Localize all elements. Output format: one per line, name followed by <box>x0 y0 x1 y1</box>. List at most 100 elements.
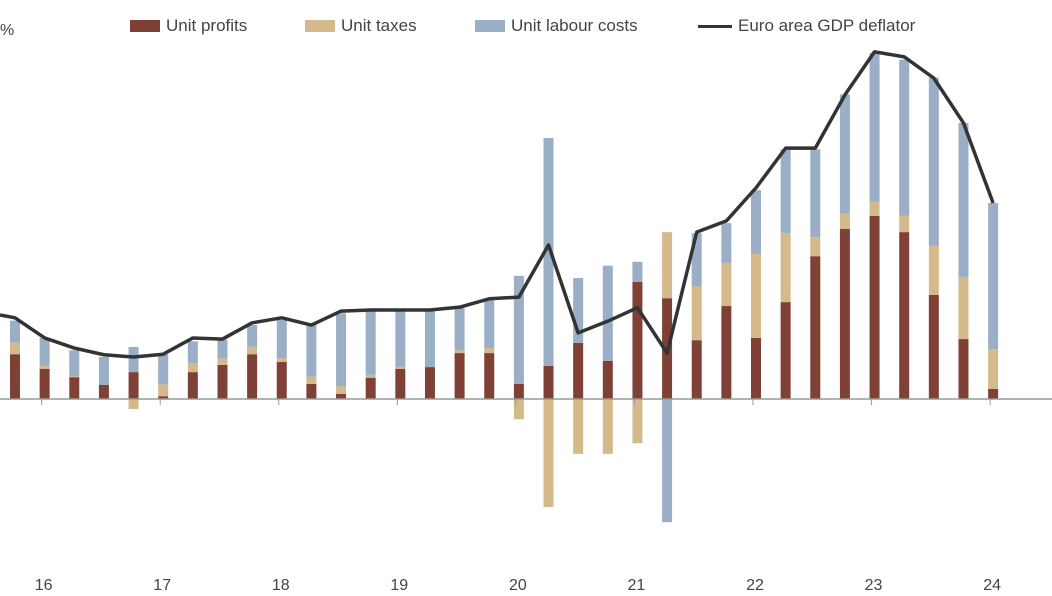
legend-item-unit-labour-costs: Unit labour costs <box>475 16 638 36</box>
bar-unit-profits-2017Q3 <box>217 364 228 399</box>
legend-label: Unit taxes <box>341 16 417 35</box>
x-tick-label: 16 <box>35 577 53 594</box>
bar-unit-taxes-2017Q4 <box>247 346 258 355</box>
bar-unit-profits-2020Q1 <box>513 383 524 399</box>
bar-unit-taxes-2022Q2 <box>780 233 791 303</box>
bar-unit-profits-2022Q4 <box>839 228 850 399</box>
bar-unit-profits-2019Q4 <box>484 353 495 399</box>
bar-unit-taxes-2017Q2 <box>187 363 198 373</box>
legend-item-unit-taxes: Unit taxes <box>305 16 417 36</box>
bar-unit-profits-2022Q2 <box>780 302 791 399</box>
bars-layer <box>10 52 999 523</box>
legend-label: Unit profits <box>166 16 248 35</box>
bar-unit-labour-costs-2021Q4 <box>721 223 732 263</box>
bar-unit-taxes-2020Q3 <box>573 399 584 454</box>
legend-item-unit-profits: Unit profits <box>130 16 247 36</box>
bar-unit-taxes-2023Q2 <box>899 215 910 233</box>
bar-unit-profits-2023Q3 <box>928 294 939 399</box>
bar-unit-profits-2023Q4 <box>958 339 969 399</box>
bar-unit-taxes-2020Q2 <box>543 399 554 508</box>
bar-unit-taxes-2023Q4 <box>958 276 969 340</box>
legend-swatch-unit-profits <box>130 20 160 32</box>
bar-unit-taxes-2016Q1 <box>39 365 50 369</box>
bar-unit-labour-costs-2016Q1 <box>39 337 50 366</box>
bar-unit-labour-costs-2017Q4 <box>247 325 258 347</box>
bar-unit-profits-2015Q4 <box>10 354 20 399</box>
bar-unit-labour-costs-2022Q1 <box>751 190 761 254</box>
bar-unit-labour-costs-2023Q1 <box>869 52 880 202</box>
bar-unit-profits-2016Q3 <box>98 385 109 399</box>
bar-unit-labour-costs-2018Q1 <box>276 320 287 359</box>
bar-unit-labour-costs-2023Q2 <box>899 59 910 216</box>
x-tick-label: 23 <box>865 577 883 594</box>
bar-unit-profits-2020Q4 <box>602 360 613 399</box>
bar-unit-taxes-2017Q1 <box>158 384 169 397</box>
bar-unit-taxes-2023Q3 <box>928 245 939 295</box>
bar-unit-profits-2016Q4 <box>128 372 139 399</box>
bar-unit-profits-2023Q1 <box>869 215 880 399</box>
legend-swatch-unit-labour-costs <box>475 20 505 32</box>
line-gdp-deflator <box>0 50 995 359</box>
bar-unit-taxes-2017Q3 <box>217 358 228 365</box>
bar-unit-labour-costs-2024Q1 <box>988 203 999 350</box>
y-axis-unit-label: % <box>0 22 15 39</box>
bar-unit-taxes-2015Q4 <box>10 342 20 355</box>
bar-unit-labour-costs-2016Q3 <box>98 357 109 385</box>
x-tick-label: 17 <box>153 577 171 594</box>
bar-unit-labour-costs-2016Q2 <box>69 350 80 377</box>
bar-unit-labour-costs-2018Q3 <box>336 313 347 387</box>
bar-unit-labour-costs-2020Q3 <box>573 278 584 343</box>
bar-unit-profits-2022Q3 <box>810 256 821 399</box>
bar-unit-profits-2016Q2 <box>69 377 80 399</box>
legend-item-gdp-deflator: Euro area GDP deflator <box>698 16 915 36</box>
bar-unit-taxes-2019Q1 <box>395 366 406 369</box>
bar-unit-taxes-2016Q4 <box>128 399 139 410</box>
bar-unit-profits-2016Q1 <box>39 368 50 399</box>
bar-unit-labour-costs-2017Q3 <box>217 339 228 359</box>
x-tick-label: 24 <box>983 577 1001 594</box>
bar-unit-taxes-2018Q1 <box>276 358 287 363</box>
bar-unit-labour-costs-2019Q1 <box>395 309 406 367</box>
bar-unit-taxes-2019Q4 <box>484 348 495 354</box>
x-tick-label: 22 <box>746 577 764 594</box>
bar-unit-labour-costs-2018Q2 <box>306 324 317 377</box>
bar-unit-taxes-2020Q1 <box>513 399 524 420</box>
bar-unit-labour-costs-2021Q2 <box>662 399 673 523</box>
bar-unit-taxes-2020Q4 <box>602 399 613 454</box>
bar-unit-labour-costs-2021Q3 <box>691 233 702 287</box>
bar-unit-labour-costs-2019Q2 <box>424 309 435 368</box>
bar-unit-profits-2018Q4 <box>365 377 376 399</box>
bar-unit-labour-costs-2023Q4 <box>958 122 969 277</box>
bar-unit-taxes-2021Q2 <box>662 232 673 299</box>
bar-unit-profits-2019Q1 <box>395 368 406 399</box>
line-layer <box>0 50 995 359</box>
bar-unit-taxes-2018Q3 <box>336 386 347 394</box>
bar-unit-taxes-2023Q1 <box>869 201 880 216</box>
legend-line-gdp-deflator <box>698 24 732 28</box>
bar-unit-profits-2018Q3 <box>336 393 347 399</box>
bar-unit-labour-costs-2019Q3 <box>454 307 465 351</box>
legend-swatch-unit-taxes <box>305 20 335 32</box>
bar-unit-taxes-2022Q1 <box>751 253 761 338</box>
bar-unit-taxes-2018Q4 <box>365 374 376 378</box>
bar-unit-labour-costs-2018Q4 <box>365 309 376 375</box>
x-tick-label: 20 <box>509 577 527 594</box>
bar-unit-labour-costs-2022Q4 <box>839 94 850 214</box>
bar-unit-profits-2019Q3 <box>454 353 465 399</box>
bar-unit-taxes-2021Q4 <box>721 262 732 307</box>
bar-unit-labour-costs-2023Q3 <box>928 77 939 246</box>
bar-unit-taxes-2019Q3 <box>454 350 465 354</box>
bar-unit-labour-costs-2017Q1 <box>158 354 169 385</box>
bar-unit-taxes-2021Q3 <box>691 286 702 341</box>
x-tick-label: 21 <box>628 577 646 594</box>
bar-unit-labour-costs-2021Q1 <box>632 261 643 282</box>
bar-unit-labour-costs-2022Q2 <box>780 149 791 234</box>
bar-unit-profits-2017Q4 <box>247 354 258 399</box>
bar-unit-profits-2017Q1 <box>158 396 169 399</box>
bar-unit-labour-costs-2017Q2 <box>187 341 198 364</box>
bar-unit-labour-costs-2019Q4 <box>484 299 495 349</box>
bar-unit-profits-2018Q1 <box>276 362 287 399</box>
bar-unit-labour-costs-2020Q4 <box>602 265 613 361</box>
bar-unit-profits-2022Q1 <box>751 337 761 399</box>
